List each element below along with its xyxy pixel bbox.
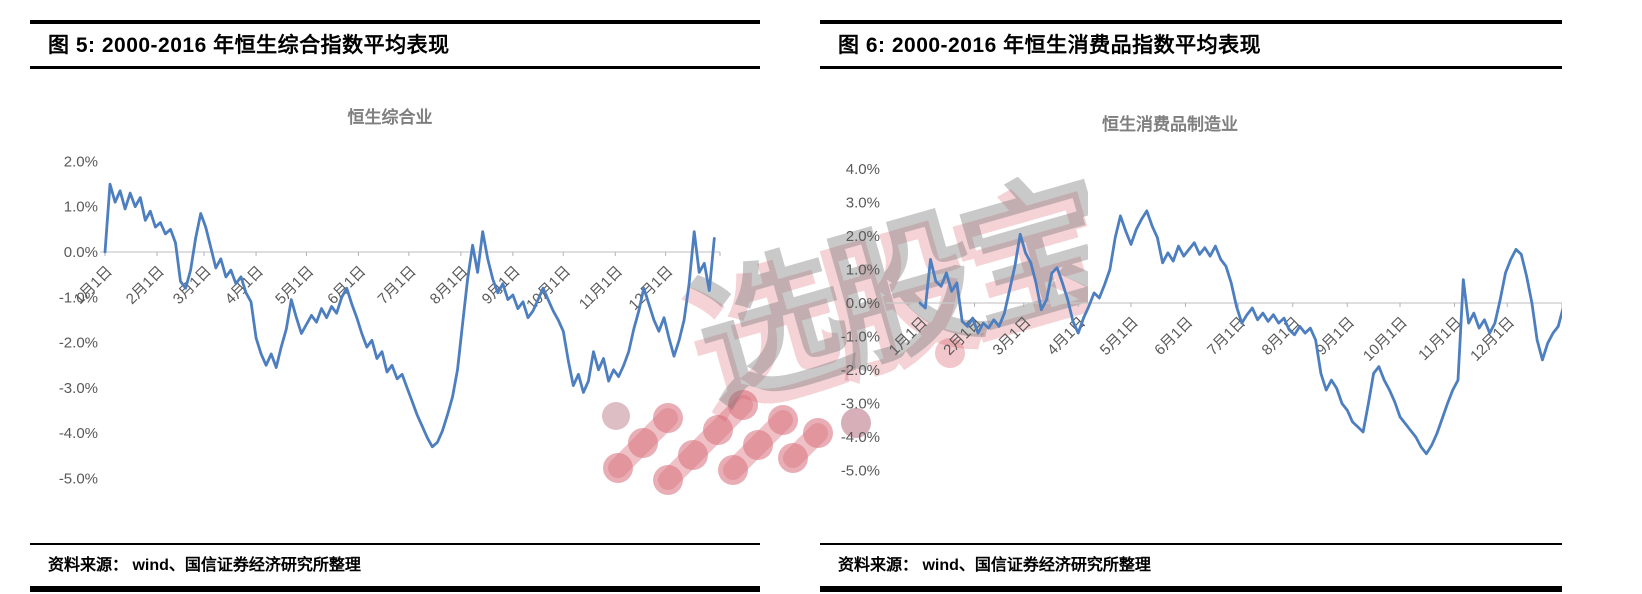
x-tick-label: 6月1日: [324, 263, 369, 308]
y-tick-label: -5.0%: [841, 463, 880, 480]
y-tick-label: -1.0%: [59, 289, 98, 306]
series-line-hs-composite: [103, 182, 716, 449]
y-tick-label: 1.0%: [846, 262, 880, 279]
line-chart-hs-composite: 1月1日 2月1日 3月1日 4月1日 5月1日 6月1日 7月1日 8月1日 9月1日 10月1…: [59, 153, 721, 488]
footer-rule-top: [30, 543, 760, 545]
footer-rule-bottom: [820, 586, 1562, 592]
chart-title: 恒生消费品制造业: [1102, 115, 1238, 134]
x-tick-label: 3月1日: [990, 314, 1035, 359]
x-tick-label: 12月1日: [1467, 314, 1518, 365]
x-tick-label: 10月1日: [1360, 314, 1411, 365]
y-tick-label: -3.0%: [841, 396, 880, 413]
footer-rule-bottom: [30, 586, 760, 592]
figure-panel-6: 1月1日 2月1日 3月1日 4月1日 5月1日 6月1日 7月1日 8月1日 9月1日 10月1…: [820, 0, 1562, 594]
figure-title: 图 5: 2000-2016 年恒生综合指数平均表现: [48, 34, 450, 57]
y-tick-label: 2.0%: [846, 228, 880, 245]
header-rule-top: [820, 20, 1562, 24]
x-tick-label: 9月1日: [1313, 314, 1358, 359]
figure-panel-5: 1月1日 2月1日 3月1日 4月1日 5月1日 6月1日 7月1日 8月1日 9月1日 10月1…: [30, 0, 760, 594]
footer-rule-top: [820, 543, 1562, 545]
x-tick-label: 11月1日: [1415, 314, 1465, 364]
y-tick-label: 3.0%: [846, 195, 880, 212]
x-tick-label: 11月1日: [576, 263, 626, 313]
y-tick-label: 1.0%: [64, 199, 98, 216]
y-tick-label: -2.0%: [841, 362, 880, 379]
y-tick-label: -4.0%: [59, 425, 98, 442]
y-tick-label: -5.0%: [59, 471, 98, 488]
chart-title: 恒生综合业: [347, 108, 433, 127]
x-tick-label: 3月1日: [170, 263, 215, 308]
y-tick-label: 0.0%: [64, 244, 98, 261]
header-rule-bottom: [30, 66, 760, 69]
figure-title: 图 6: 2000-2016 年恒生消费品指数平均表现: [838, 34, 1262, 57]
y-tick-label: -1.0%: [841, 329, 880, 346]
series-line-hs-consumer: [918, 209, 1562, 456]
x-tick-label: 6月1日: [1151, 314, 1196, 359]
x-tick-label: 12月1日: [626, 263, 677, 314]
y-tick-label: 2.0%: [64, 153, 98, 170]
y-tick-label: -2.0%: [59, 335, 98, 352]
header-rule-bottom: [820, 66, 1562, 69]
source-note: 资料来源： wind、国信证券经济研究所整理: [48, 557, 361, 574]
header-rule-top: [30, 20, 760, 24]
y-tick-label: 0.0%: [846, 295, 880, 312]
y-tick-label: -3.0%: [59, 380, 98, 397]
x-tick-label: 5月1日: [272, 263, 317, 308]
x-tick-label: 10月1日: [523, 263, 574, 314]
line-chart-hs-consumer: 1月1日 2月1日 3月1日 4月1日 5月1日 6月1日 7月1日 8月1日 9月1日 10月1…: [841, 161, 1562, 480]
x-tick-label: 2月1日: [123, 263, 168, 308]
x-tick-label: 1月1日: [886, 314, 931, 359]
x-tick-label: 5月1日: [1097, 314, 1142, 359]
y-tick-label: -4.0%: [841, 429, 880, 446]
source-note: 资料来源： wind、国信证券经济研究所整理: [838, 557, 1151, 574]
x-tick-label: 7月1日: [375, 263, 420, 308]
y-tick-label: 4.0%: [846, 161, 880, 178]
